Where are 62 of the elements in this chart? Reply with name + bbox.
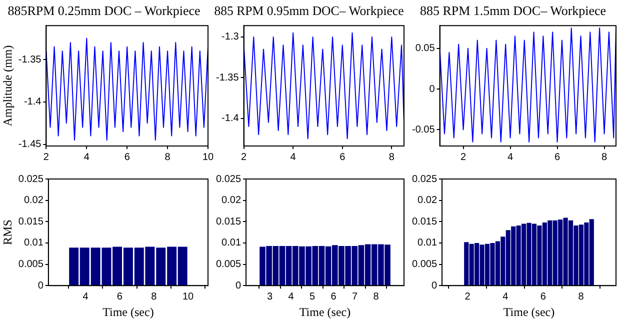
y-tick-label: 0.01 bbox=[222, 238, 242, 249]
x-tick-label: 4 bbox=[507, 152, 514, 163]
y-tick-label: 0.025 bbox=[216, 174, 242, 185]
x-tick-label: 4 bbox=[84, 152, 90, 163]
y-tick-label: 0 bbox=[235, 280, 242, 292]
y-tick-label: -1.4 bbox=[222, 113, 240, 124]
y-tick-label: 0.015 bbox=[412, 216, 438, 228]
x-tick-label: 5 bbox=[309, 291, 316, 302]
x-tick-label: 6 bbox=[116, 291, 123, 302]
x-tick-label: 4 bbox=[502, 291, 509, 302]
y-tick-label: -1.45 bbox=[18, 139, 42, 150]
y-tick-label: 0 bbox=[429, 84, 436, 95]
x-tick-label: 2 bbox=[43, 152, 50, 163]
x-tick-label: 2 bbox=[464, 291, 471, 302]
y-tick-label: 0.005 bbox=[18, 259, 44, 270]
y-tick-label: 0.025 bbox=[412, 174, 438, 185]
y-tick-label: 0.005 bbox=[412, 259, 438, 270]
y-tick-label: 0.05 bbox=[415, 43, 436, 54]
y-tick-label: 0 bbox=[38, 280, 44, 292]
y-tick-label: 0 bbox=[431, 280, 438, 292]
x-tick-label: 8 bbox=[164, 152, 171, 163]
y-tick-label: -1.35 bbox=[18, 54, 42, 66]
chart-title: 885RPM 0.25mm DOC – Workpiece bbox=[8, 3, 201, 18]
y-axis-title: Amplitude (mm) bbox=[0, 45, 14, 126]
x-tick-label: 8 bbox=[373, 291, 380, 302]
x-axis-title: Time (sec) bbox=[299, 304, 351, 319]
x-tick-label: 8 bbox=[388, 152, 395, 163]
y-tick-label: 0.02 bbox=[24, 195, 44, 206]
y-axis-title: RMS bbox=[0, 220, 14, 245]
x-tick-label: 6 bbox=[330, 291, 337, 302]
y-tick-label: 0.02 bbox=[418, 195, 438, 206]
x-tick-label: 4 bbox=[290, 152, 296, 163]
y-tick-label: -1.4 bbox=[24, 96, 42, 108]
x-tick-label: 2 bbox=[460, 152, 467, 163]
x-axis-title: Time (sec) bbox=[503, 304, 555, 319]
x-tick-label: 6 bbox=[340, 152, 346, 163]
y-tick-label: 0.02 bbox=[222, 195, 242, 206]
y-tick-label: 0.005 bbox=[216, 259, 242, 270]
y-tick-label: 0.025 bbox=[18, 174, 44, 185]
chart-title: 885 RPM 0.95mm DOC– Workpiece bbox=[214, 4, 404, 18]
x-tick-label: 4 bbox=[288, 291, 294, 302]
x-tick-label: 6 bbox=[554, 152, 560, 163]
x-axis-title: Time (sec) bbox=[102, 304, 154, 319]
y-tick-label: -1.3 bbox=[222, 32, 240, 43]
y-tick-label: 0.015 bbox=[216, 216, 242, 228]
x-tick-label: 8 bbox=[601, 152, 608, 163]
x-tick-label: 2 bbox=[241, 152, 248, 163]
y-tick-label: 0.015 bbox=[18, 216, 44, 228]
y-tick-label: -1.35 bbox=[216, 72, 240, 84]
x-tick-label: 7 bbox=[352, 291, 358, 302]
x-tick-label: 6 bbox=[540, 291, 546, 302]
y-tick-label: 0.01 bbox=[418, 238, 438, 249]
x-tick-label: 6 bbox=[124, 152, 130, 163]
x-tick-label: 3 bbox=[267, 291, 274, 302]
x-tick-label: 8 bbox=[151, 291, 158, 302]
y-tick-label: -0.05 bbox=[412, 124, 436, 136]
y-tick-label: 0.01 bbox=[24, 238, 44, 249]
x-tick-label: 4 bbox=[82, 291, 89, 302]
x-tick-label: 8 bbox=[578, 291, 584, 302]
x-tick-label: 10 bbox=[182, 291, 194, 302]
chart-title: 885 RPM 1.5mm DOC– Workpiece bbox=[420, 3, 606, 18]
x-tick-label: 10 bbox=[202, 152, 214, 163]
